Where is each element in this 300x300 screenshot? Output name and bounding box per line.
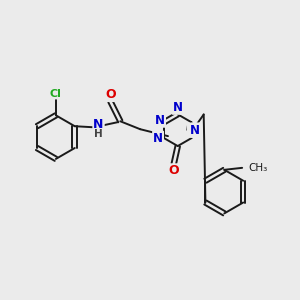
Text: N: N [93,118,104,131]
Text: O: O [169,164,179,177]
Text: H: H [94,129,103,139]
Text: N: N [190,124,200,136]
Text: N: N [191,124,201,137]
Text: N: N [173,101,183,114]
Text: N: N [188,124,198,137]
Text: N: N [155,114,165,127]
Text: Cl: Cl [50,88,62,98]
Text: CH₃: CH₃ [248,163,267,173]
Text: N: N [153,132,163,145]
Text: O: O [105,88,116,101]
